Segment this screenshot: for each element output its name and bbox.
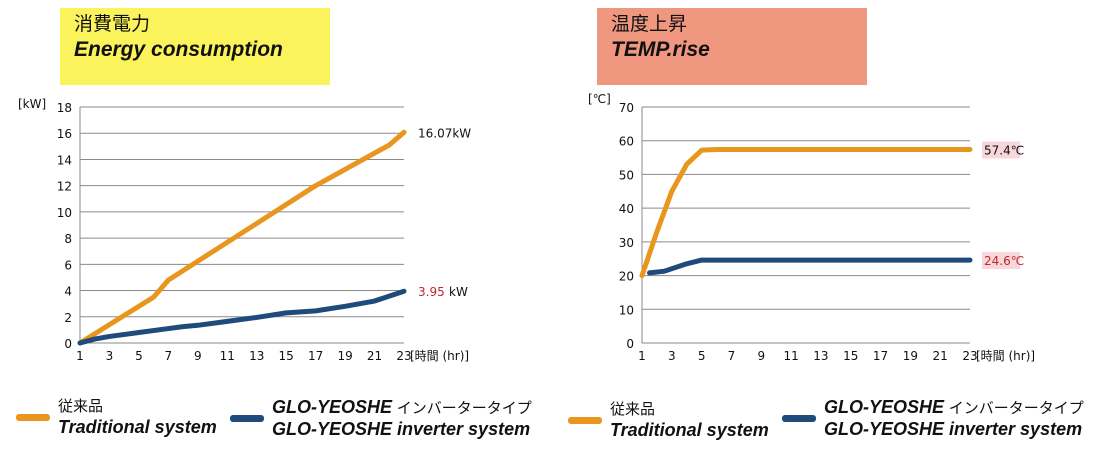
x-tick-label: 13 [249,349,264,363]
x-tick-label: 11 [220,349,235,363]
y-tick-label: 16 [57,127,72,141]
legend-traditional-2: 従来品 Traditional system [568,399,769,441]
y-tick-label: 60 [619,135,634,149]
x-tick-label: 23 [962,349,977,363]
y-tick-label: 4 [64,285,72,299]
y-axis-label: [kW] [18,97,46,111]
x-tick-label: 1 [638,349,646,363]
panel1-title-jp: 消費電力 [74,13,151,35]
x-axis-label: [時間 (hr)] [410,349,469,363]
legend-traditional-swatch [16,413,50,421]
legend-inverter-2: GLO-YEOSHE インバータータイプ GLO-YEOSHE inverter… [782,396,1084,440]
x-tick-label: 21 [367,349,382,363]
legend-inverter-swatch [230,414,264,422]
series-line-inverter [646,257,973,276]
x-tick-label: 7 [728,349,736,363]
value-annotation-bg [982,252,1020,270]
x-tick-label: 7 [165,349,173,363]
panel1-title-en: Energy consumption [74,38,283,61]
y-tick-label: 10 [57,206,72,220]
y-tick-label: 0 [626,337,634,351]
legend-inverter-jp: インバータータイプ [392,399,532,417]
legend-inverter-swatch [782,414,816,422]
legend-traditional-jp: 従来品 [610,400,656,418]
legend-inverter-jp: インバータータイプ [944,399,1084,417]
x-tick-label: 5 [698,349,706,363]
value-annotation-bg [982,141,1020,159]
series-line-traditional [77,129,407,346]
x-tick-label: 19 [337,349,352,363]
x-tick-label: 3 [668,349,676,363]
panel2-title-jp: 温度上昇 [611,13,688,35]
value-annotation: 3.95 [418,285,445,299]
x-tick-label: 15 [843,349,858,363]
x-tick-label: 17 [308,349,323,363]
y-tick-label: 2 [64,311,72,325]
x-tick-label: 23 [396,349,411,363]
y-tick-label: 10 [619,303,634,317]
y-tick-label: 50 [619,168,634,182]
value-annotation: 16.07kW [418,126,471,140]
x-tick-label: 9 [194,349,202,363]
x-tick-label: 3 [106,349,114,363]
y-tick-label: 0 [64,337,72,351]
legend-traditional-en: Traditional system [610,420,769,440]
x-tick-label: 13 [813,349,828,363]
y-tick-label: 40 [619,202,634,216]
legend-traditional-1: 従来品 Traditional system [16,396,217,438]
y-tick-label: 20 [619,270,634,284]
series-line-inverter [77,288,407,346]
y-tick-label: 14 [57,153,72,167]
title-box-temp: 温度上昇 TEMP.rise [597,8,867,85]
x-tick-label: 11 [783,349,798,363]
series-line-traditional [639,146,973,279]
legend-traditional-jp: 従来品 [58,397,104,415]
y-tick-label: 70 [619,101,634,115]
legend-inverter-brand: GLO-YEOSHE [272,397,393,417]
value-annotation: 57.4℃ [984,143,1024,157]
legend-inverter-en: GLO-YEOSHE inverter system [824,419,1083,439]
x-tick-label: 19 [903,349,918,363]
y-tick-label: 18 [57,101,72,115]
legend-inverter-1: GLO-YEOSHE インバータータイプ GLO-YEOSHE inverter… [230,396,532,440]
value-annotation-unit: kW [449,285,468,299]
x-tick-label: 1 [76,349,84,363]
value-annotation: 24.6℃ [984,254,1024,268]
x-tick-label: 9 [757,349,765,363]
x-tick-label: 17 [873,349,888,363]
panel2-title-en: TEMP.rise [611,38,710,61]
title-box-energy: 消費電力 Energy consumption [60,8,330,85]
x-tick-label: 15 [279,349,294,363]
y-tick-label: 6 [64,258,72,272]
legend-inverter-brand: GLO-YEOSHE [824,397,945,417]
y-axis-label: [℃] [588,92,611,106]
x-tick-label: 5 [135,349,143,363]
y-tick-label: 30 [619,236,634,250]
x-tick-label: 21 [933,349,948,363]
y-tick-label: 12 [57,180,72,194]
y-tick-label: 8 [64,232,72,246]
x-axis-label: [時間 (hr)] [976,349,1035,363]
legend-inverter-en: GLO-YEOSHE inverter system [272,419,531,439]
legend-traditional-en: Traditional system [58,417,217,437]
legend-traditional-swatch [568,416,602,424]
